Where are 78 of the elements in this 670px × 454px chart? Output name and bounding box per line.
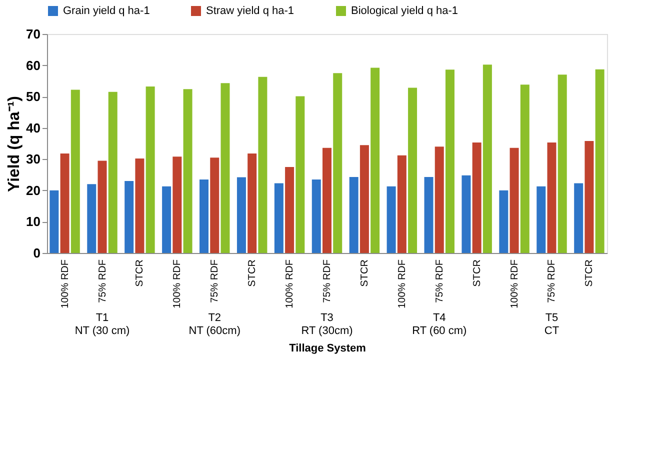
bar: [322, 148, 332, 253]
bar: [584, 140, 594, 253]
bar: [574, 183, 584, 253]
bar: [445, 70, 454, 253]
bar: [296, 96, 305, 253]
bar: [220, 83, 230, 253]
bar: [236, 177, 246, 253]
x-tick-label: 100% RDF: [60, 260, 71, 308]
y-tick-label: 0: [33, 246, 40, 260]
bar: [349, 176, 358, 253]
bar: [595, 69, 604, 253]
y-axis-title: Yield (q ha⁻¹): [6, 96, 24, 192]
y-tick-label: 20: [26, 182, 40, 198]
x-tick-label: STCR: [247, 260, 258, 287]
text: T3 RT (30cm): [301, 312, 353, 337]
x-tick-label: 100% RDF: [172, 260, 184, 308]
y-tick-label: 50: [26, 89, 40, 104]
bar: [210, 158, 220, 253]
bar: [536, 186, 546, 253]
bar: [248, 154, 257, 253]
bar: [510, 148, 519, 253]
x-tick-label: 75% RDF: [434, 260, 446, 303]
bar: [258, 76, 268, 253]
bar: [312, 179, 321, 253]
x-tick-label: STCR: [584, 260, 596, 287]
bar: [520, 84, 530, 253]
x-axis-title: Tillage System: [289, 342, 366, 354]
y-tick-label: 60: [26, 58, 40, 73]
bar: [472, 142, 482, 253]
y-tick-label: 70: [26, 26, 40, 42]
legend-label: Straw yield q ha-1: [206, 5, 294, 17]
bar: [499, 190, 508, 253]
bar: [386, 186, 396, 253]
x-tick-label: 100% RDF: [396, 260, 408, 308]
x-tick-label: 75% RDF: [322, 260, 333, 303]
bar: [146, 86, 155, 253]
legend-label: Biological yield q ha-1: [351, 5, 458, 17]
x-tick-label: 75% RDF: [97, 260, 108, 303]
bar: [162, 186, 172, 253]
text: T1 NT (30 cm): [74, 312, 130, 337]
bar: [424, 176, 434, 253]
bar: [462, 175, 471, 253]
bar: [333, 73, 342, 253]
bar: [60, 154, 70, 253]
bar: [50, 190, 59, 253]
bar: [124, 181, 134, 253]
bar: [135, 158, 144, 253]
x-tick-label: 75% RDF: [546, 260, 558, 303]
bar: [482, 64, 492, 253]
bar: [558, 74, 567, 253]
bar: [360, 145, 369, 253]
y-tick-label: 40: [26, 120, 40, 136]
bar: [434, 146, 444, 253]
bar: [172, 156, 182, 253]
x-tick-label: STCR: [359, 260, 370, 287]
bar: [408, 88, 418, 253]
bar: [200, 179, 209, 253]
text: T4 RT (60 cm): [412, 312, 467, 337]
bar: [70, 90, 80, 253]
x-tick-label: 100% RDF: [509, 260, 520, 308]
bar: [108, 92, 118, 253]
bar: [98, 160, 107, 253]
bar: [285, 166, 294, 253]
bar: [183, 89, 192, 253]
y-tick-label: 30: [26, 152, 40, 167]
y-tick-label: 10: [26, 214, 40, 230]
text: T5 CT: [544, 312, 560, 337]
bar: [547, 142, 556, 253]
bar: [397, 155, 406, 253]
x-tick-label: STCR: [472, 260, 483, 287]
legend-label: Grain yield q ha-1: [63, 5, 150, 17]
bar: [87, 184, 96, 253]
bar: [370, 68, 380, 253]
x-tick-label: 75% RDF: [210, 260, 221, 303]
x-tick-label: STCR: [134, 260, 146, 287]
x-tick-label: 100% RDF: [284, 260, 296, 308]
bar: [274, 183, 284, 253]
text: T2 NT (60cm): [188, 312, 240, 337]
